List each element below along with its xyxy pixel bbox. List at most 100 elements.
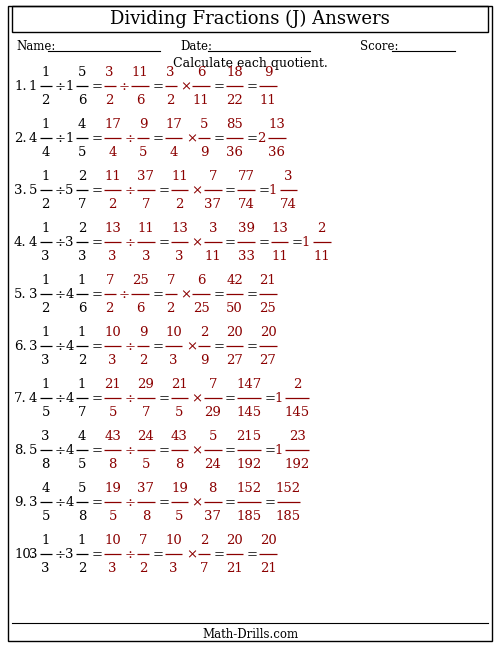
Text: ÷: ÷ xyxy=(125,133,136,146)
Text: 11: 11 xyxy=(132,67,148,80)
Text: 11: 11 xyxy=(171,171,188,184)
Text: ÷: ÷ xyxy=(55,340,66,353)
Text: =: = xyxy=(258,184,270,197)
Text: =: = xyxy=(214,289,224,302)
Text: 13: 13 xyxy=(268,118,285,131)
Text: ÷: ÷ xyxy=(55,289,66,302)
Text: 2: 2 xyxy=(42,197,50,210)
Text: 24: 24 xyxy=(204,457,221,470)
Text: 43: 43 xyxy=(104,430,121,443)
Text: 21: 21 xyxy=(226,562,243,575)
Text: =: = xyxy=(152,340,164,353)
Text: 11: 11 xyxy=(204,250,221,263)
Text: 2: 2 xyxy=(78,562,86,575)
Text: ×: × xyxy=(186,133,197,146)
Text: 1: 1 xyxy=(78,378,86,391)
Text: 2: 2 xyxy=(108,197,117,210)
Text: 9.: 9. xyxy=(14,496,27,509)
Text: 4: 4 xyxy=(108,146,117,159)
Text: 1: 1 xyxy=(65,80,74,94)
Text: =: = xyxy=(247,340,258,353)
Text: ×: × xyxy=(192,393,202,406)
Text: ÷: ÷ xyxy=(55,133,66,146)
Text: 4: 4 xyxy=(28,393,37,406)
Text: 5: 5 xyxy=(78,146,86,159)
Text: 13: 13 xyxy=(104,223,121,236)
Text: 5: 5 xyxy=(42,406,50,419)
Text: 13: 13 xyxy=(271,223,288,236)
Text: 19: 19 xyxy=(104,483,121,496)
Text: =: = xyxy=(264,496,275,509)
Text: 3: 3 xyxy=(108,562,117,575)
Text: =: = xyxy=(247,133,258,146)
Text: =: = xyxy=(158,444,169,457)
Text: ×: × xyxy=(192,237,202,250)
Text: 3: 3 xyxy=(208,223,217,236)
Text: 3: 3 xyxy=(78,250,86,263)
Text: 20: 20 xyxy=(260,534,276,547)
Text: ÷: ÷ xyxy=(125,549,136,562)
Text: 11: 11 xyxy=(104,171,121,184)
Text: 7: 7 xyxy=(208,378,217,391)
Text: ×: × xyxy=(192,184,202,197)
Text: =: = xyxy=(158,496,169,509)
Text: 2: 2 xyxy=(200,327,208,340)
Text: 1: 1 xyxy=(274,444,282,457)
Text: 5: 5 xyxy=(142,457,150,470)
Text: 4: 4 xyxy=(65,340,74,353)
Text: 77: 77 xyxy=(238,171,254,184)
Text: 9: 9 xyxy=(200,146,208,159)
Text: 6: 6 xyxy=(136,302,144,314)
Text: 36: 36 xyxy=(226,146,243,159)
Text: Score:: Score: xyxy=(360,39,399,52)
Text: 74: 74 xyxy=(280,197,297,210)
Text: ÷: ÷ xyxy=(125,237,136,250)
Text: 7: 7 xyxy=(106,274,114,287)
Text: 6: 6 xyxy=(78,94,86,107)
Text: 4: 4 xyxy=(28,133,37,146)
Text: 50: 50 xyxy=(226,302,243,314)
Text: 147: 147 xyxy=(236,378,262,391)
Text: 27: 27 xyxy=(260,353,276,366)
Text: 8: 8 xyxy=(78,509,86,523)
Text: 4: 4 xyxy=(78,118,86,131)
Text: =: = xyxy=(158,393,169,406)
Text: 10: 10 xyxy=(104,534,121,547)
Text: 5: 5 xyxy=(175,406,184,419)
Text: 185: 185 xyxy=(236,509,262,523)
Text: 2.: 2. xyxy=(14,133,26,146)
Text: =: = xyxy=(152,133,164,146)
Text: 3: 3 xyxy=(142,250,150,263)
Text: 1: 1 xyxy=(274,393,282,406)
Text: 43: 43 xyxy=(171,430,188,443)
Text: 7: 7 xyxy=(78,197,86,210)
Text: ÷: ÷ xyxy=(55,237,66,250)
Text: 5: 5 xyxy=(78,457,86,470)
Text: 1: 1 xyxy=(78,534,86,547)
Text: 3: 3 xyxy=(106,67,114,80)
Text: ×: × xyxy=(180,80,191,94)
Text: 6: 6 xyxy=(78,302,86,314)
Text: 4: 4 xyxy=(42,483,50,496)
Text: 17: 17 xyxy=(165,118,182,131)
Text: 18: 18 xyxy=(226,67,243,80)
Text: 3: 3 xyxy=(65,549,74,562)
Text: =: = xyxy=(214,549,224,562)
Text: 13: 13 xyxy=(171,223,188,236)
Text: 3: 3 xyxy=(28,496,37,509)
Text: 192: 192 xyxy=(236,457,262,470)
Text: 10: 10 xyxy=(165,534,182,547)
Text: 4: 4 xyxy=(65,496,74,509)
Text: =: = xyxy=(92,289,102,302)
Text: 4.: 4. xyxy=(14,237,26,250)
Text: =: = xyxy=(152,549,164,562)
Text: 37: 37 xyxy=(204,197,222,210)
Text: 3: 3 xyxy=(42,430,50,443)
Text: 2: 2 xyxy=(166,94,175,107)
Text: ×: × xyxy=(180,289,191,302)
Text: 7: 7 xyxy=(139,534,147,547)
Text: ÷: ÷ xyxy=(125,496,136,509)
Text: =: = xyxy=(92,496,102,509)
Text: 20: 20 xyxy=(226,534,243,547)
Text: 1.: 1. xyxy=(14,80,26,94)
